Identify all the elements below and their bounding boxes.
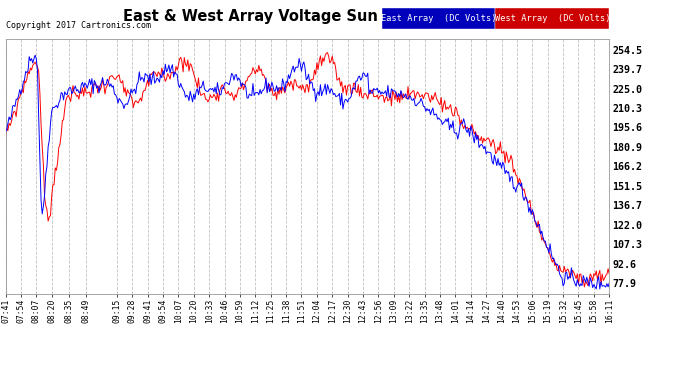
Text: 210.3: 210.3 [612, 104, 642, 114]
Text: West Array  (DC Volts): West Array (DC Volts) [495, 14, 610, 23]
Text: 151.5: 151.5 [612, 182, 642, 192]
Text: East & West Array Voltage Sun Dec 17 16:11: East & West Array Voltage Sun Dec 17 16:… [124, 9, 491, 24]
Text: 166.2: 166.2 [612, 162, 642, 172]
Text: Copyright 2017 Cartronics.com: Copyright 2017 Cartronics.com [6, 21, 150, 30]
Text: 254.5: 254.5 [612, 46, 642, 56]
Text: 239.7: 239.7 [612, 65, 642, 75]
Text: 77.9: 77.9 [612, 279, 636, 289]
Text: 225.0: 225.0 [612, 85, 642, 94]
Text: 136.7: 136.7 [612, 201, 642, 211]
Text: 92.6: 92.6 [612, 260, 636, 270]
Text: East Array  (DC Volts): East Array (DC Volts) [381, 14, 496, 23]
Text: 107.3: 107.3 [612, 240, 642, 250]
Text: 122.0: 122.0 [612, 220, 642, 231]
Text: 195.6: 195.6 [612, 123, 642, 134]
Text: 180.9: 180.9 [612, 143, 642, 153]
